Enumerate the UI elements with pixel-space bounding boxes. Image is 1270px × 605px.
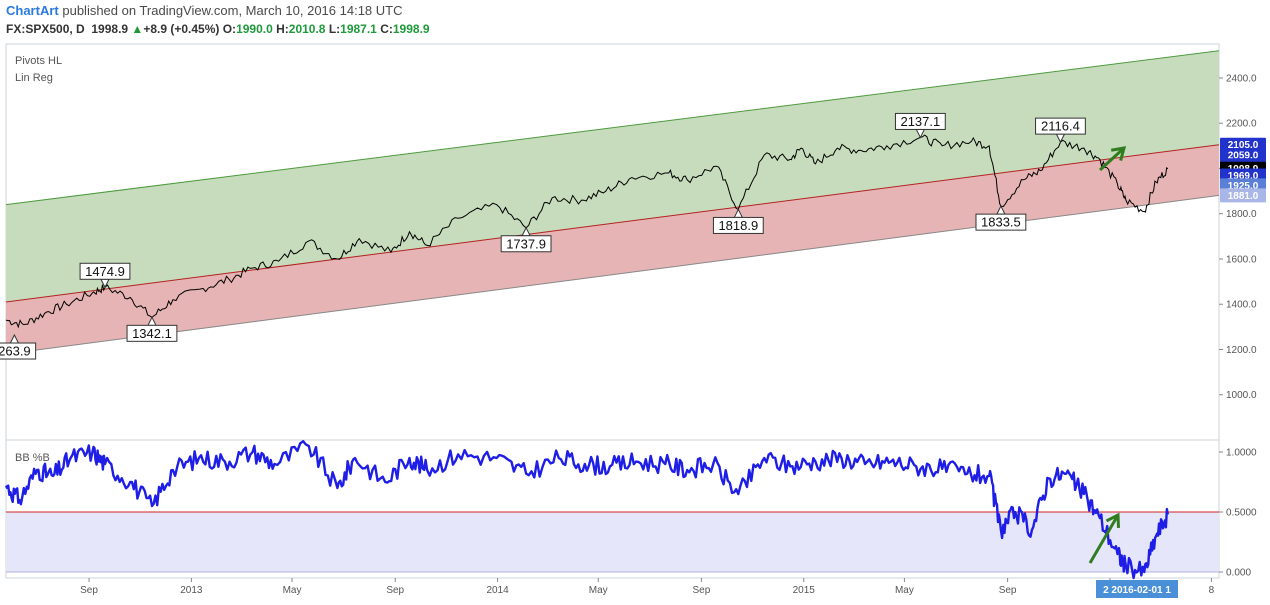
price-badge-label: 1881.0 xyxy=(1228,191,1259,202)
price-axis-label: 1800.0 xyxy=(1226,209,1257,220)
time-axis-label: Sep xyxy=(80,585,98,596)
bb-percent-line xyxy=(4,440,1169,580)
bb-trend-arrow-icon-shaft xyxy=(1088,514,1120,564)
close-value: 1998.9 xyxy=(392,22,430,36)
bb-trend-arrow-icon-head xyxy=(1105,512,1120,529)
open-value: 1990.0 xyxy=(236,22,273,36)
time-axis-label: 8 xyxy=(1209,585,1215,596)
high-label: H: xyxy=(276,22,289,36)
price-axis-label: 1600.0 xyxy=(1226,254,1257,265)
open-label: O: xyxy=(222,22,237,36)
date-badge-label: 2 2016-02-01 1 xyxy=(1103,585,1171,596)
price-change: +8.9 (+0.45%) xyxy=(143,22,220,36)
price-series-line xyxy=(5,134,1169,329)
time-axis-label: Sep xyxy=(386,585,404,596)
bb-axis-label: 0.5000 xyxy=(1226,508,1257,519)
bb-lower-zone xyxy=(7,512,1218,572)
time-axis-label: 2013 xyxy=(180,585,203,596)
pivot-label: 2137.1 xyxy=(900,114,940,129)
middle-regression-line xyxy=(5,144,1220,303)
time-axis-label: Sep xyxy=(693,585,711,596)
low-value: 1987.1 xyxy=(340,22,377,36)
pivot-label-box xyxy=(0,342,37,360)
pivot-label-box xyxy=(975,213,1027,231)
author-link[interactable]: ChartArt xyxy=(6,3,59,18)
pivot-label-box xyxy=(712,216,764,234)
bb-plot xyxy=(4,440,1219,580)
publish-info: published on TradingView.com, March 10, … xyxy=(62,3,403,18)
trend-arrow-icon-head xyxy=(1110,146,1127,161)
price-axis-label: 2400.0 xyxy=(1226,73,1257,84)
pivot-label-box xyxy=(894,112,946,130)
lower-channel-band xyxy=(6,144,1219,355)
pivot-label-box xyxy=(500,235,552,253)
last-price: 1998.9 xyxy=(91,22,129,36)
pivot-label-box xyxy=(126,324,178,342)
bb-axis-label: 0.000 xyxy=(1226,568,1251,579)
time-axis-label: 2015 xyxy=(793,585,816,596)
price-badge-label: 2059.0 xyxy=(1228,151,1259,162)
price-axis-label: 2200.0 xyxy=(1226,119,1257,130)
lin-reg-label: Lin Reg xyxy=(15,72,53,84)
price-axis-label: 1000.0 xyxy=(1226,390,1257,401)
close-label: C: xyxy=(380,22,393,36)
pivot-label: 263.9 xyxy=(0,344,31,359)
low-label: L: xyxy=(328,22,341,36)
ohlc-line: FX:SPX500, D 1998.9 ▲+8.9 (+0.45%) O:199… xyxy=(6,22,430,36)
pivot-label: 1818.9 xyxy=(718,218,758,233)
chart-header: ChartArt published on TradingView.com, M… xyxy=(0,0,1270,40)
trend-arrow-icon-shaft xyxy=(1098,146,1126,172)
main-plot: 263.9 1474.9 1342.1 1737.9 1818.9 2137.1 1833.… xyxy=(0,50,1220,360)
pivots-hl-label: Pivots HL xyxy=(15,55,62,67)
pivot-label: 1737.9 xyxy=(506,236,546,251)
price-badge-label: 1969.0 xyxy=(1228,171,1259,182)
time-axis-label: May xyxy=(895,585,914,596)
pivot-label: 2116.4 xyxy=(1041,119,1080,134)
time-axis-label: 2014 xyxy=(486,585,509,596)
price-axis-label: 1200.0 xyxy=(1226,345,1257,356)
bb-axis-label: 1.0000 xyxy=(1226,448,1257,459)
time-axis-label: May xyxy=(589,585,608,596)
time-axis-label: Sep xyxy=(999,585,1017,596)
price-badge-label: 2105.0 xyxy=(1228,140,1259,151)
pivot-label: 1833.5 xyxy=(981,215,1021,230)
pivot-label-box xyxy=(79,262,131,280)
price-badge xyxy=(1220,188,1266,203)
price-axis[interactable]: 1000.01200.01400.01600.01800.02000.02200… xyxy=(1219,73,1266,579)
up-triangle-icon: ▲ xyxy=(131,22,144,36)
pivot-label-box xyxy=(1035,117,1086,135)
pivot-label: 1342.1 xyxy=(132,326,172,341)
high-value: 2010.8 xyxy=(288,22,326,36)
bb-label: BB %B xyxy=(15,452,50,464)
time-axis-label: May xyxy=(283,585,302,596)
pivot-label: 1474.9 xyxy=(85,264,125,279)
price-badge-label: 1925.0 xyxy=(1228,181,1259,192)
upper-regression-line xyxy=(5,50,1220,206)
price-axis-label: 1400.0 xyxy=(1226,300,1257,311)
publish-line: ChartArt published on TradingView.com, M… xyxy=(6,3,403,18)
date-badge xyxy=(1096,580,1178,598)
time-axis[interactable]: Sep2013MaySep2014MaySep2015MaySep201682 … xyxy=(80,578,1215,598)
symbol-label[interactable]: FX:SPX500, D xyxy=(6,22,85,36)
